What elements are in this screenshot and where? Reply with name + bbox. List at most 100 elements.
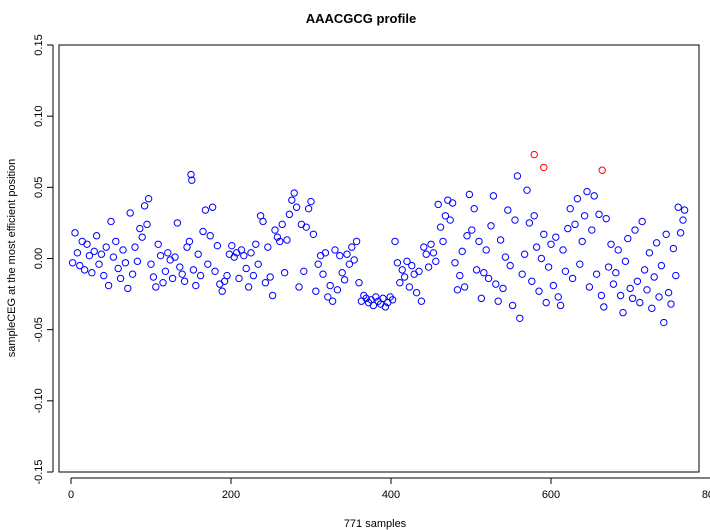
data-point [504, 206, 512, 214]
data-point [102, 243, 110, 251]
data-point [643, 286, 651, 294]
data-point [525, 219, 534, 227]
y-axis: -0.15 -0.10 -0.05 0.00 0.05 0.10 0.15 [33, 34, 54, 485]
data-point [381, 303, 390, 311]
data-point [95, 260, 103, 268]
data-point [176, 263, 184, 271]
data-point [451, 259, 459, 267]
data-point [576, 260, 584, 268]
data-point [417, 297, 426, 305]
data-point [571, 220, 579, 229]
data-point [97, 250, 106, 258]
data-point [300, 267, 308, 276]
data-point [114, 264, 122, 273]
data-point [80, 266, 89, 274]
data-point [147, 260, 155, 268]
data-point [348, 243, 356, 251]
data-point [645, 249, 654, 257]
data-point [679, 216, 687, 224]
data-point [530, 212, 538, 220]
data-point [439, 237, 447, 246]
data-point [453, 286, 462, 294]
data-point [619, 308, 627, 317]
data-point [592, 270, 601, 278]
data-point [340, 276, 349, 284]
data-point [168, 274, 177, 283]
data-point [235, 274, 243, 283]
data-point [78, 237, 86, 246]
data-point [131, 243, 139, 251]
data-point [372, 293, 380, 301]
data-point [321, 249, 330, 257]
data-point [655, 293, 663, 301]
data-point [100, 271, 108, 280]
data-point [252, 240, 260, 248]
data-point [68, 259, 77, 267]
data-point [676, 229, 685, 237]
data-point [109, 253, 118, 261]
data-point [568, 274, 577, 283]
data-point [667, 300, 675, 308]
data-point [420, 243, 428, 251]
data-point [669, 244, 678, 253]
data-point [405, 283, 414, 291]
data-point [609, 280, 618, 288]
data-point [264, 243, 272, 251]
data-point [636, 298, 644, 307]
data-point [154, 240, 162, 248]
data-point [624, 234, 632, 243]
data-point [540, 230, 548, 239]
data-point [540, 163, 548, 172]
data-point [463, 232, 471, 240]
data-point [614, 246, 622, 254]
data-point [271, 226, 279, 234]
data-point [156, 251, 165, 260]
data-point [628, 294, 637, 303]
data-point [403, 257, 411, 266]
data-point [140, 202, 149, 210]
data-point [429, 249, 438, 257]
data-point [285, 210, 294, 219]
data-point [458, 247, 466, 256]
data-point [164, 249, 172, 257]
data-point [240, 251, 248, 260]
data-point [343, 250, 351, 258]
data-point [501, 253, 510, 261]
data-point [121, 259, 130, 267]
data-point [138, 233, 146, 241]
data-point [544, 263, 553, 271]
data-point [598, 166, 606, 174]
data-point [185, 237, 194, 246]
data-point [633, 277, 642, 285]
data-point [580, 212, 589, 220]
data-point [124, 284, 132, 293]
data-point [444, 196, 452, 204]
data-point [295, 283, 303, 291]
y-tick-label: 0.00 [33, 248, 45, 269]
data-point [482, 246, 490, 254]
data-point [660, 318, 668, 327]
data-point [664, 288, 673, 297]
data-point [324, 293, 332, 301]
data-point [547, 240, 555, 248]
data-point [326, 281, 334, 290]
data-point [393, 259, 402, 267]
data-point [602, 214, 610, 223]
data-point [468, 226, 476, 234]
data-point [499, 284, 507, 293]
data-point [496, 236, 505, 244]
data-point [556, 301, 565, 310]
data-point [554, 293, 562, 301]
data-point [223, 271, 231, 280]
data-point [259, 217, 267, 226]
data-points [68, 150, 689, 327]
data-point [408, 261, 416, 270]
data-point [631, 226, 639, 234]
data-point [506, 261, 514, 270]
data-point [559, 246, 567, 254]
data-point [276, 237, 284, 246]
data-point [201, 206, 210, 214]
data-point [112, 237, 120, 246]
data-point [104, 281, 113, 290]
data-point [280, 269, 289, 277]
